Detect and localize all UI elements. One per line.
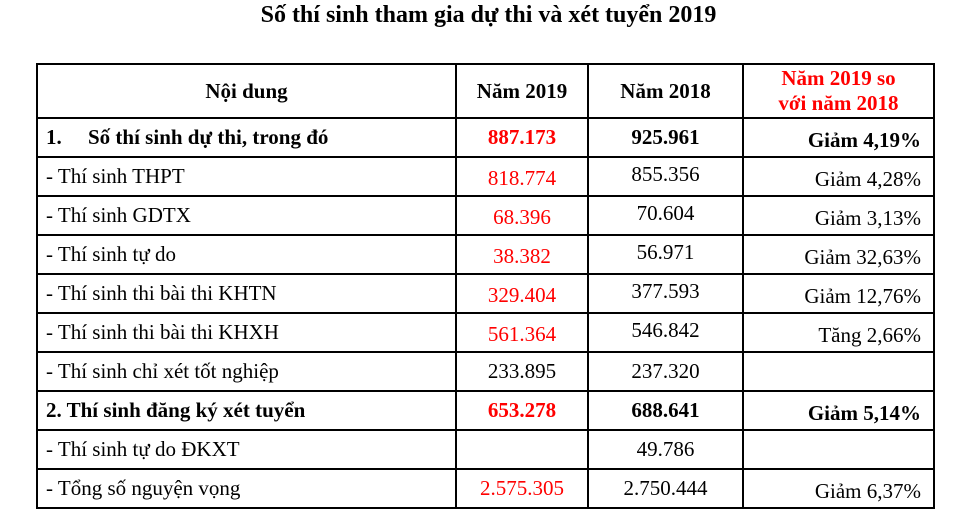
row-label-cell: - Thí sinh thi bài thi KHXH xyxy=(36,312,457,353)
table-body: 1. Số thí sinh dự thi, trong đó 887.173 9… xyxy=(36,117,935,509)
table-row: 1. Số thí sinh dự thi, trong đó 887.173 9… xyxy=(36,117,935,158)
value-2019: 38.382 xyxy=(455,234,589,275)
value-2019: 887.173 xyxy=(455,117,589,158)
row-label-cell: - Thí sinh GDTX xyxy=(36,195,457,236)
value-2018: 377.593 xyxy=(587,273,744,314)
value-2019 xyxy=(455,429,589,470)
row-number: 1. xyxy=(46,125,62,149)
table-header-row: Nội dung Năm 2019 Năm 2018 Năm 2019 so v… xyxy=(36,63,935,119)
row-label: - Thí sinh thi bài thi KHXH xyxy=(46,320,279,344)
value-2018: 49.786 xyxy=(587,429,744,470)
row-label-cell: - Thí sinh thi bài thi KHTN xyxy=(36,273,457,314)
row-label: - Thí sinh tự do xyxy=(46,242,176,266)
change-value: Giảm 32,63% xyxy=(742,234,935,275)
value-2019: 233.895 xyxy=(455,351,589,392)
table-row: - Thí sinh GDTX 68.396 70.604 Giảm 3,13% xyxy=(36,195,935,236)
change-value: Giảm 4,28% xyxy=(742,156,935,197)
change-value: Giảm 12,76% xyxy=(742,273,935,314)
value-2018: 925.961 xyxy=(587,117,744,158)
value-2019: 329.404 xyxy=(455,273,589,314)
row-label: - Tổng số nguyện vọng xyxy=(46,476,241,500)
column-header-nam-2018: Năm 2018 xyxy=(587,63,744,119)
row-label: - Thí sinh chỉ xét tốt nghiệp xyxy=(46,359,279,383)
row-label: - Thí sinh thi bài thi KHTN xyxy=(46,281,277,305)
change-value: Giảm 3,13% xyxy=(742,195,935,236)
row-label-cell: 1. Số thí sinh dự thi, trong đó xyxy=(36,117,457,158)
row-label-cell: - Thí sinh chỉ xét tốt nghiệp xyxy=(36,351,457,392)
row-label: Số thí sinh dự thi, trong đó xyxy=(88,125,329,149)
row-label-cell: - Tổng số nguyện vọng xyxy=(36,468,457,509)
value-2018: 546.842 xyxy=(587,312,744,353)
value-2018: 56.971 xyxy=(587,234,744,275)
value-2018: 2.750.444 xyxy=(587,468,744,509)
page-title: Số thí sinh tham gia dự thi và xét tuyển… xyxy=(260,2,717,28)
value-2019: 68.396 xyxy=(455,195,589,236)
value-2018: 855.356 xyxy=(587,156,744,197)
row-label: - Thí sinh tự do ĐKXT xyxy=(46,437,240,461)
table-row: 2. Thí sinh đăng ký xét tuyển 653.278 68… xyxy=(36,390,935,431)
value-2019: 2.575.305 xyxy=(455,468,589,509)
table-row: - Thí sinh thi bài thi KHTN 329.404 377.… xyxy=(36,273,935,314)
value-2019: 653.278 xyxy=(455,390,589,431)
value-2018: 237.320 xyxy=(587,351,744,392)
change-value: Tăng 2,66% xyxy=(742,312,935,353)
row-label-cell: - Thí sinh THPT xyxy=(36,156,457,197)
table-row: - Thí sinh thi bài thi KHXH 561.364 546.… xyxy=(36,312,935,353)
table-row: - Thí sinh chỉ xét tốt nghiệp 233.895 23… xyxy=(36,351,935,392)
row-label-cell: - Thí sinh tự do xyxy=(36,234,457,275)
table-row: - Thí sinh THPT 818.774 855.356 Giảm 4,2… xyxy=(36,156,935,197)
change-value: Giảm 4,19% xyxy=(742,117,935,158)
row-label: - Thí sinh GDTX xyxy=(46,203,191,227)
value-2018: 70.604 xyxy=(587,195,744,236)
row-label-cell: 2. Thí sinh đăng ký xét tuyển xyxy=(36,390,457,431)
value-2019: 818.774 xyxy=(455,156,589,197)
table-row: - Tổng số nguyện vọng 2.575.305 2.750.44… xyxy=(36,468,935,509)
column-header-comparison: Năm 2019 so với năm 2018 xyxy=(742,63,935,119)
change-value xyxy=(742,429,935,470)
value-2019: 561.364 xyxy=(455,312,589,353)
column-header-noi-dung: Nội dung xyxy=(36,63,457,119)
row-label-cell: - Thí sinh tự do ĐKXT xyxy=(36,429,457,470)
change-value: Giảm 5,14% xyxy=(742,390,935,431)
table-row: - Thí sinh tự do 38.382 56.971 Giảm 32,6… xyxy=(36,234,935,275)
change-value xyxy=(742,351,935,392)
candidates-table: Nội dung Năm 2019 Năm 2018 Năm 2019 so v… xyxy=(36,63,935,509)
table-row: - Thí sinh tự do ĐKXT 49.786 xyxy=(36,429,935,470)
column-header-nam-2019: Năm 2019 xyxy=(455,63,589,119)
change-value: Giảm 6,37% xyxy=(742,468,935,509)
value-2018: 688.641 xyxy=(587,390,744,431)
row-label: - Thí sinh THPT xyxy=(46,164,185,188)
row-label: 2. Thí sinh đăng ký xét tuyển xyxy=(46,398,306,422)
